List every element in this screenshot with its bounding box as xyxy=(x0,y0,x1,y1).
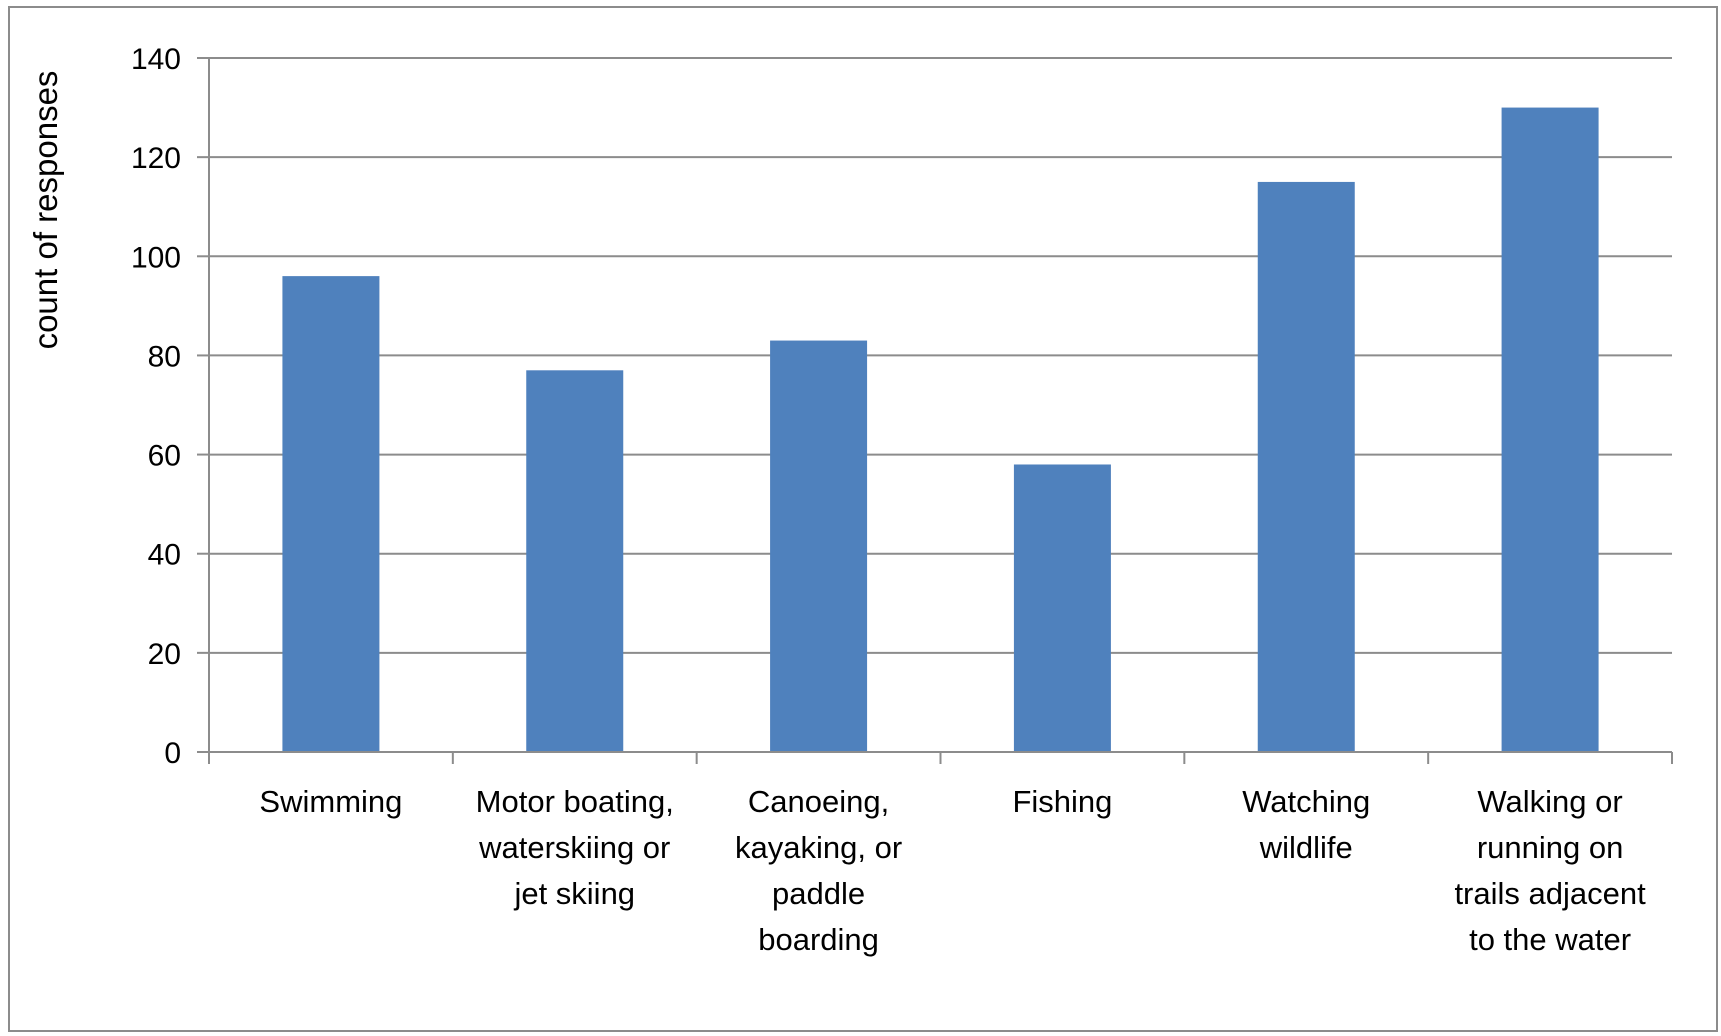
x-category-label-line: running on xyxy=(1477,830,1624,865)
gridlines xyxy=(209,57,1672,654)
x-category-label-line: Swimming xyxy=(259,784,402,819)
y-tick-label: 0 xyxy=(164,737,181,770)
x-category-label: Watching wildlife xyxy=(1242,784,1370,865)
x-category-label-line: paddle xyxy=(772,876,865,911)
bars xyxy=(282,107,1599,753)
y-tick-label: 40 xyxy=(148,539,181,572)
x-category-label-line: Fishing xyxy=(1012,784,1112,819)
x-category-label: Swimming xyxy=(259,784,402,819)
x-category-label-line: wildlife xyxy=(1259,830,1353,865)
x-category-label-line: trails adjacent xyxy=(1454,876,1646,911)
x-category-label-line: Walking or xyxy=(1477,784,1622,819)
y-axis-title: count of responses xyxy=(27,71,64,350)
y-tick-label: 80 xyxy=(148,340,181,373)
x-category-label: Fishing xyxy=(1012,784,1112,819)
bar xyxy=(1257,181,1355,752)
x-category-label: Canoeing, kayaking, or paddle boarding xyxy=(735,784,902,957)
x-category-label-line: boarding xyxy=(758,922,879,957)
bar xyxy=(770,340,868,752)
x-category-label: Motor boating, waterskiing or jet skiing xyxy=(476,784,674,911)
y-tick-label: 140 xyxy=(131,43,181,76)
x-category-label-line: to the water xyxy=(1469,922,1631,957)
y-tick-labels: 0 20 40 60 80 100 120 140 xyxy=(131,43,181,770)
bar xyxy=(1013,464,1111,752)
y-tick-label: 120 xyxy=(131,142,181,175)
x-category-label-line: jet skiing xyxy=(513,876,635,911)
y-tick-label: 60 xyxy=(148,440,181,473)
bar xyxy=(526,370,624,752)
bar xyxy=(1501,107,1599,753)
x-category-label-line: Motor boating, xyxy=(476,784,674,819)
x-category-label-line: kayaking, or xyxy=(735,830,902,865)
axes xyxy=(197,57,1673,764)
x-category-label-line: Watching xyxy=(1242,784,1370,819)
x-category-label-line: waterskiing or xyxy=(478,830,670,865)
x-category-labels: Swimming Motor boating, waterskiing or jet … xyxy=(259,784,1646,957)
y-tick-label: 20 xyxy=(148,638,181,671)
x-category-label-line: Canoeing, xyxy=(748,784,889,819)
bar xyxy=(282,276,380,752)
y-tick-label: 100 xyxy=(131,241,181,274)
x-category-label: Walking or running on trails adjacent to th… xyxy=(1454,784,1646,957)
